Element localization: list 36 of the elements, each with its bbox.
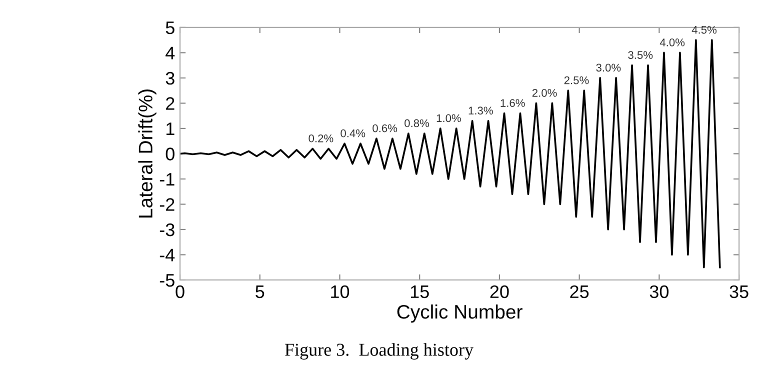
line-series [180,39,721,268]
y-tick-label: -5 [160,274,174,287]
annotation: 1.0% [436,114,461,122]
x-tick-label: 25 [570,285,589,298]
x-axis-title: Cyclic Number [397,304,522,323]
y-tick-label: -2 [160,198,174,211]
annotation: 1.6% [500,99,525,107]
y-tick-label: 1 [166,122,174,136]
x-tick-label: 10 [331,285,350,298]
y-tick-label: 5 [166,22,174,34]
y-tick-label: -4 [160,248,175,262]
x-tick-label: 20 [490,285,509,298]
annotation: 0.8% [404,119,430,128]
annotation: 0.4% [340,129,366,138]
annotation: 3.5% [628,51,653,59]
y-tick-label: 2 [166,97,174,110]
x-tick-label: 5 [256,286,264,298]
annotation: 3.0% [596,64,621,72]
annotation: 2.0% [532,88,557,97]
annotation: 2.5% [564,76,589,84]
x-tick-label: 30 [650,285,669,298]
annotation: 4.0% [660,38,685,46]
y-tick-label: 0 [166,148,174,160]
x-tick-label: 15 [410,286,429,298]
x-tick-label: 35 [730,285,748,298]
y-tick-label: -3 [160,223,174,236]
x-tick-label: 0 [176,285,184,298]
y-tick-label: 3 [166,72,174,85]
y-tick-label: -1 [160,173,174,186]
y-tick-label: 4 [166,46,175,60]
annotation: 1.3% [468,106,493,115]
caption: Figure 3. Loading history [284,343,474,360]
annotation: 4.5% [692,26,717,34]
annotation: 0.6% [372,124,398,132]
annotation: 0.2% [308,134,334,142]
y-axis-title: Lateral Drift(%) [138,90,156,218]
